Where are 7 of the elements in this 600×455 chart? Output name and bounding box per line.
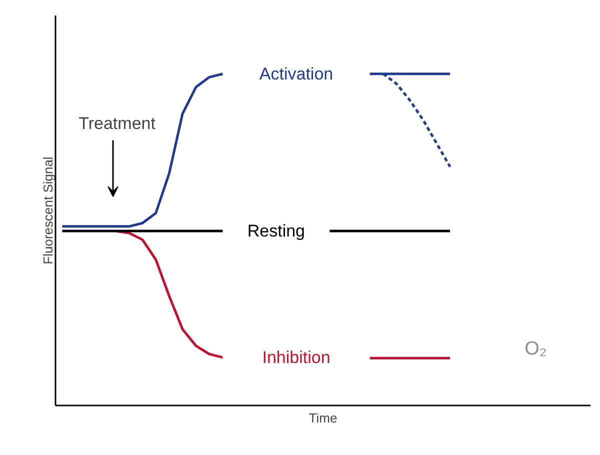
annotation: Treatment (78, 114, 156, 134)
text: Activation (259, 64, 334, 84)
text: Inhibition (262, 348, 330, 367)
series-label: Resting (247, 222, 306, 241)
x-axis-title: Time (308, 410, 338, 426)
annotation: O₂ (524, 338, 547, 360)
y-axis-title: Fluorescent Signal (40, 156, 56, 264)
